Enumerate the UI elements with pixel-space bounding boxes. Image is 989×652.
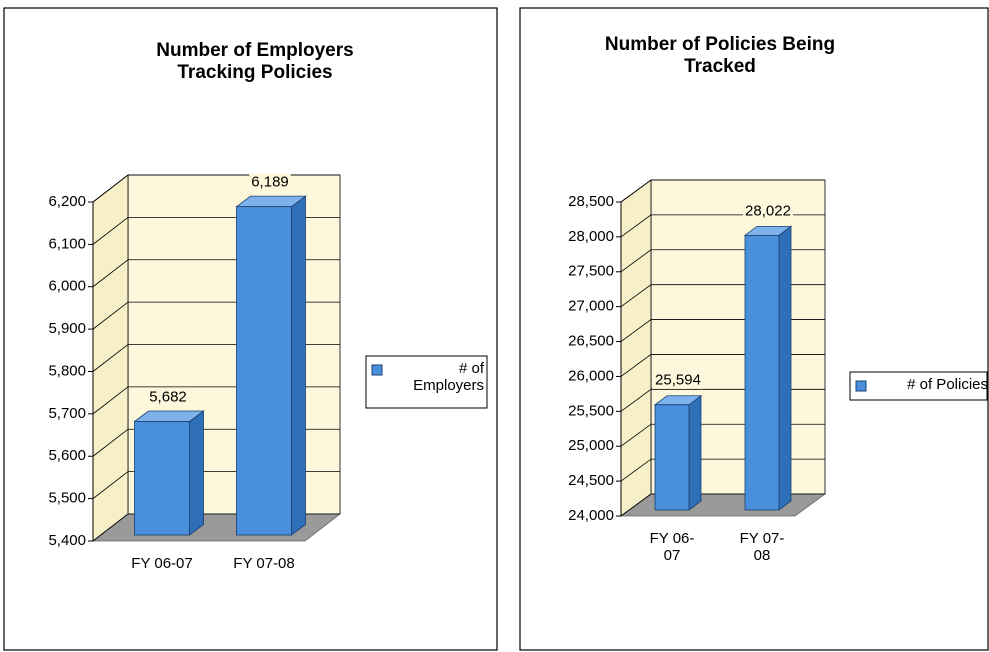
side-wall — [620, 179, 652, 517]
y-tick-label: 27,000 — [568, 298, 614, 315]
legend-frame — [365, 355, 488, 409]
chart-title-box: Number of Employers Tracking Policies — [156, 40, 354, 83]
bar-side — [189, 410, 204, 536]
legend-label-box: # of Employers — [413, 360, 484, 395]
y-tick-label: 24,000 — [568, 507, 614, 524]
y-tick-label: 5,800 — [48, 362, 86, 379]
x-tick-label: FY 06-07 — [131, 555, 193, 572]
data-label-bg — [147, 388, 189, 406]
x-tick-label-box: FY 06-07 — [131, 555, 193, 572]
legend-frame — [849, 371, 988, 401]
y-tick-label: 26,500 — [568, 333, 614, 350]
x-tick-label-box: FY 07-08 — [739, 530, 785, 565]
y-tick-label: 26,000 — [568, 367, 614, 384]
y-tick-label: 5,700 — [48, 405, 86, 422]
y-tick-label: 28,000 — [568, 228, 614, 245]
y-tick-label: 28,500 — [568, 193, 614, 210]
y-tick-label: 5,900 — [48, 320, 86, 337]
data-label: 6,189 — [251, 174, 289, 191]
legend-label: # of Policies — [907, 376, 988, 393]
legend-label: # of Employers — [413, 360, 484, 395]
bar-side — [291, 195, 306, 536]
chart-title: Number of Employers Tracking Policies — [156, 40, 354, 83]
y-tick-label: 6,200 — [48, 193, 86, 210]
bar-side — [688, 394, 702, 511]
y-tick-label: 25,000 — [568, 437, 614, 454]
y-tick-label: 25,500 — [568, 402, 614, 419]
y-tick-label: 5,500 — [48, 490, 86, 507]
y-tick-label: 6,000 — [48, 278, 86, 295]
y-tick-label: 5,600 — [48, 447, 86, 464]
grid-line — [620, 179, 825, 203]
data-label-bg — [653, 371, 703, 389]
y-tick-label: 5,400 — [48, 532, 86, 549]
legend-swatch — [371, 364, 383, 376]
bar-side — [778, 225, 792, 511]
legend-swatch — [855, 380, 867, 392]
data-label: 28,022 — [745, 202, 791, 219]
x-tick-label-box: FY 06-07 — [649, 530, 695, 565]
data-label-bg — [249, 173, 291, 191]
bar — [236, 206, 292, 536]
data-label: 25,594 — [655, 372, 701, 389]
x-tick-label: FY 07-08 — [233, 555, 295, 572]
floor — [619, 493, 827, 517]
y-tick-label: 27,500 — [568, 263, 614, 280]
legend-label-box: # of Policies — [907, 376, 988, 393]
data-label-bg — [743, 202, 793, 220]
y-tick-label: 24,500 — [568, 472, 614, 489]
x-tick-label-box: FY 07-08 — [233, 555, 295, 572]
bar — [654, 404, 690, 511]
bar — [744, 234, 780, 511]
chart-title: Number of Policies Being Tracked — [604, 34, 836, 77]
y-tick-label: 6,100 — [48, 235, 86, 252]
bar — [134, 421, 190, 536]
x-tick-label: FY 06-07 — [649, 530, 695, 565]
x-tick-label: FY 07-08 — [739, 530, 785, 565]
chart-title-box: Number of Policies Being Tracked — [604, 34, 836, 77]
data-label: 5,682 — [149, 388, 187, 405]
